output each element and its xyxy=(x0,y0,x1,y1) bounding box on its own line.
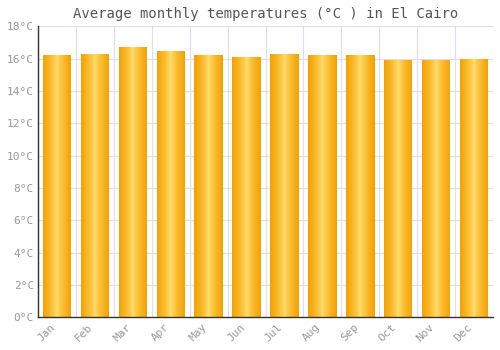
Title: Average monthly temperatures (°C ) in El Cairo: Average monthly temperatures (°C ) in El… xyxy=(73,7,458,21)
